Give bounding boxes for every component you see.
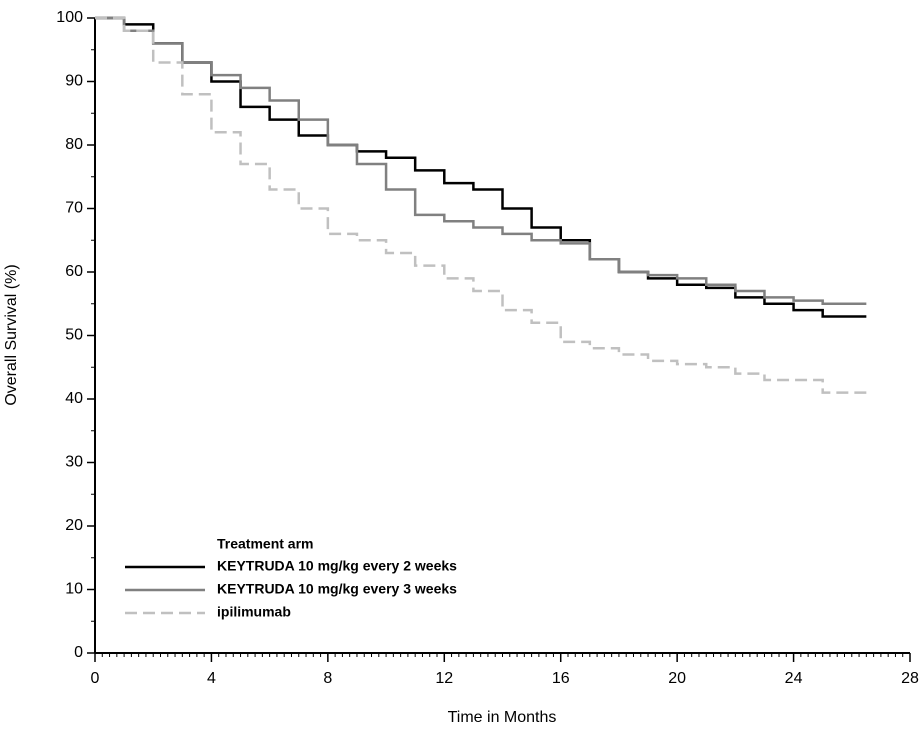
y-tick-label: 90 bbox=[65, 73, 83, 90]
legend-text: ipilimumab bbox=[217, 604, 291, 620]
y-tick-label: 10 bbox=[65, 581, 83, 598]
x-tick-label: 12 bbox=[435, 670, 453, 687]
y-tick-label: 80 bbox=[65, 136, 83, 153]
y-tick-label: 50 bbox=[65, 327, 83, 344]
x-tick-label: 0 bbox=[91, 670, 100, 687]
survival-curve bbox=[95, 16, 867, 394]
x-tick-label: 24 bbox=[785, 670, 803, 687]
legend-title: Treatment arm bbox=[217, 536, 313, 552]
legend-text: KEYTRUDA 10 mg/kg every 2 weeks bbox=[217, 558, 457, 574]
y-axis-label: Overall Survival (%) bbox=[3, 264, 20, 405]
x-axis-label: Time in Months bbox=[448, 709, 557, 726]
y-tick-label: 20 bbox=[65, 517, 83, 534]
x-tick-label: 16 bbox=[552, 670, 570, 687]
legend-text: KEYTRUDA 10 mg/kg every 3 weeks bbox=[217, 581, 457, 597]
y-tick-label: 70 bbox=[65, 200, 83, 217]
y-tick-label: 30 bbox=[65, 454, 83, 471]
x-tick-label: 20 bbox=[668, 670, 686, 687]
x-tick-label: 4 bbox=[207, 670, 216, 687]
y-tick-label: 60 bbox=[65, 263, 83, 280]
y-tick-label: 100 bbox=[56, 9, 83, 26]
y-tick-label: 40 bbox=[65, 390, 83, 407]
x-tick-label: 8 bbox=[323, 670, 332, 687]
survival-curve bbox=[95, 16, 867, 318]
y-tick-label: 0 bbox=[74, 644, 83, 661]
x-tick-label: 28 bbox=[901, 670, 919, 687]
survival-curve bbox=[95, 16, 867, 305]
